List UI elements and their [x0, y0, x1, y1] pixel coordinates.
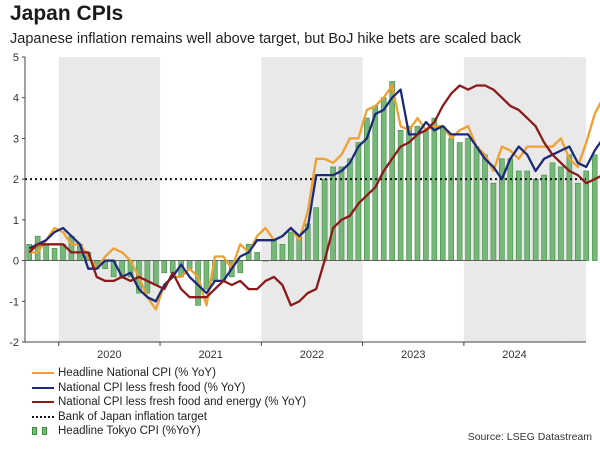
x-tick-label: 2020 — [97, 349, 121, 361]
tokyo-cpi-bar — [161, 260, 168, 274]
tokyo-cpi-bar — [153, 260, 159, 286]
series-line-corecore — [28, 84, 600, 307]
legend-swatch-headline — [32, 372, 54, 375]
year-band-2024 — [463, 57, 566, 342]
x-tick-label: 2021 — [198, 349, 222, 361]
tokyo-cpi-bar — [591, 154, 598, 261]
legend-label-corecore: National CPI less fresh food and energy … — [58, 396, 307, 409]
tokyo-cpi-bar — [541, 174, 547, 261]
tokyo-cpi-bar — [203, 260, 210, 290]
legend-item-tokyo: Headline Tokyo CPI (%YoY) — [32, 424, 306, 439]
tokyo-cpi-bar — [448, 138, 455, 261]
tokyo-cpi-bar — [330, 166, 336, 261]
tokyo-cpi-bar — [279, 243, 286, 261]
tokyo-cpi-bar — [144, 260, 151, 294]
chart-title: Japan CPIs — [10, 2, 124, 25]
legend-item-corecore: National CPI less fresh food and energy … — [32, 395, 306, 410]
x-tick-label: 2023 — [401, 349, 425, 361]
y-tick-label: 5 — [13, 52, 19, 64]
legend-item-target: Bank of Japan inflation target — [32, 410, 306, 425]
y-tick-label: 1 — [13, 215, 19, 227]
y-tick-label: 0 — [13, 256, 19, 268]
tokyo-cpi-bar — [237, 260, 244, 274]
tokyo-cpi-bar — [515, 170, 522, 261]
tokyo-cpi-bar — [389, 81, 395, 261]
chart-legend: Headline National CPI (% YoY) National C… — [32, 366, 306, 439]
tokyo-cpi-bar — [254, 252, 260, 261]
legend-label-headline: Headline National CPI (% YoY) — [58, 367, 216, 380]
y-tick-label: -1 — [9, 296, 19, 308]
tokyo-cpi-bar — [51, 248, 58, 261]
legend-item-headline: Headline National CPI (% YoY) — [32, 366, 306, 381]
tokyo-cpi-bar — [473, 146, 480, 261]
y-tick-label: 4 — [13, 93, 19, 105]
y-tick-label: 2 — [13, 174, 19, 186]
tokyo-cpi-bar — [439, 125, 446, 261]
tokyo-cpi-bar — [186, 260, 193, 270]
tokyo-cpi-bar — [169, 260, 176, 274]
x-tick-label: 2022 — [300, 349, 324, 361]
tokyo-cpi-bar — [465, 138, 471, 261]
legend-item-core: National CPI less fresh food (% YoY) — [32, 381, 306, 396]
tokyo-cpi-bar — [558, 166, 564, 261]
tokyo-cpi-bar — [321, 178, 328, 261]
tokyo-cpi-bar — [575, 182, 581, 261]
source-note: Source: LSEG Datastream — [467, 431, 592, 443]
y-tick-label: -2 — [9, 337, 19, 349]
legend-label-target: Bank of Japan inflation target — [58, 410, 207, 423]
tokyo-cpi-bar — [423, 129, 429, 261]
tokyo-cpi-bar — [507, 158, 514, 261]
tokyo-cpi-bar — [288, 231, 294, 261]
tokyo-cpi-bar — [43, 243, 49, 261]
tokyo-cpi-bar — [532, 178, 539, 261]
tokyo-cpi-bar — [347, 158, 353, 261]
x-tick-label: 2024 — [502, 349, 526, 361]
tokyo-cpi-bar — [482, 154, 488, 261]
series-line-core — [28, 88, 600, 303]
tokyo-cpi-bar — [456, 142, 463, 261]
tokyo-cpi-bar — [431, 117, 438, 261]
tokyo-cpi-bar — [313, 207, 319, 261]
tokyo-cpi-bar — [414, 125, 421, 261]
legend-label-core: National CPI less fresh food (% YoY) — [58, 381, 246, 394]
legend-swatch-target — [32, 415, 54, 418]
tokyo-cpi-bar — [271, 239, 277, 261]
tokyo-cpi-bar — [549, 162, 556, 261]
legend-swatch-corecore — [32, 401, 54, 404]
y-tick-label: 3 — [13, 133, 19, 145]
tokyo-cpi-bar — [338, 166, 345, 261]
legend-swatch-core — [32, 386, 54, 389]
tokyo-cpi-bar — [490, 182, 497, 261]
tokyo-cpi-bar — [406, 125, 412, 261]
chart-subtitle: Japanese inflation remains well above ta… — [10, 31, 522, 47]
legend-label-tokyo: Headline Tokyo CPI (%YoY) — [58, 425, 201, 438]
legend-swatch-tokyo — [32, 427, 54, 436]
tokyo-cpi-bar — [583, 170, 590, 261]
tokyo-cpi-bar — [524, 170, 530, 261]
year-band-2020 — [58, 57, 161, 342]
